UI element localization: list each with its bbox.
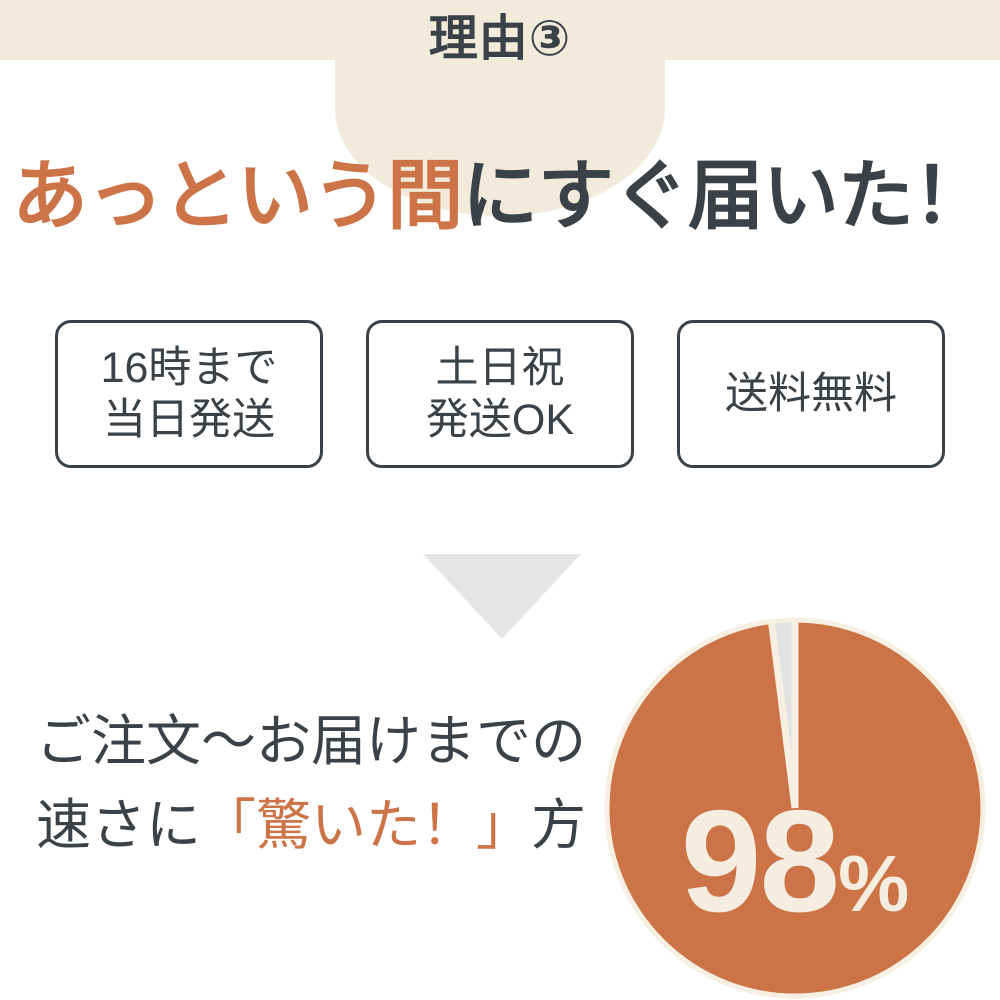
pie-gap-line-end (767, 619, 799, 809)
page-section-label: 理由③ (428, 12, 572, 66)
caption-line-2: 速さに「驚いた！」方 (36, 784, 596, 868)
feature-box-line-1: 16時まで (100, 343, 278, 392)
header-bump-shape (335, 0, 665, 216)
pie-outline (604, 617, 986, 999)
arrow-down-icon (423, 554, 581, 639)
feature-box-list: 16時まで 当日発送 土日祝 発送OK 送料無料 (55, 320, 945, 468)
headline-accent: あっという間 (12, 154, 463, 239)
caption-block: ご注文〜お届けまでの 速さに「驚いた！」方 (36, 700, 596, 867)
feature-box-line-2: 発送OK (425, 396, 575, 444)
headline: あっという間にすぐ届いた！ (0, 152, 1000, 242)
caption-line-2-accent: 「驚いた！」 (201, 793, 532, 856)
feature-box-line-2: 当日発送 (103, 396, 275, 444)
pie-chart-svg (604, 617, 986, 999)
caption-line-2-post: 方 (531, 793, 587, 856)
feature-box-line-1: 送料無料 (725, 369, 897, 418)
caption-line-1: ご注文〜お届けまでの (36, 710, 587, 772)
caption-line-2-pre: 速さに (36, 793, 202, 856)
feature-box-line-1: 土日祝 (435, 343, 565, 392)
pie-chart: 98% (600, 613, 990, 1000)
feature-box-same-day-shipping[interactable]: 16時まで 当日発送 (55, 320, 323, 468)
feature-box-weekend-holiday-shipping[interactable]: 土日祝 発送OK (366, 320, 634, 468)
headline-rest: にすぐ届いた！ (462, 154, 989, 239)
feature-box-free-shipping[interactable]: 送料無料 (677, 320, 945, 468)
